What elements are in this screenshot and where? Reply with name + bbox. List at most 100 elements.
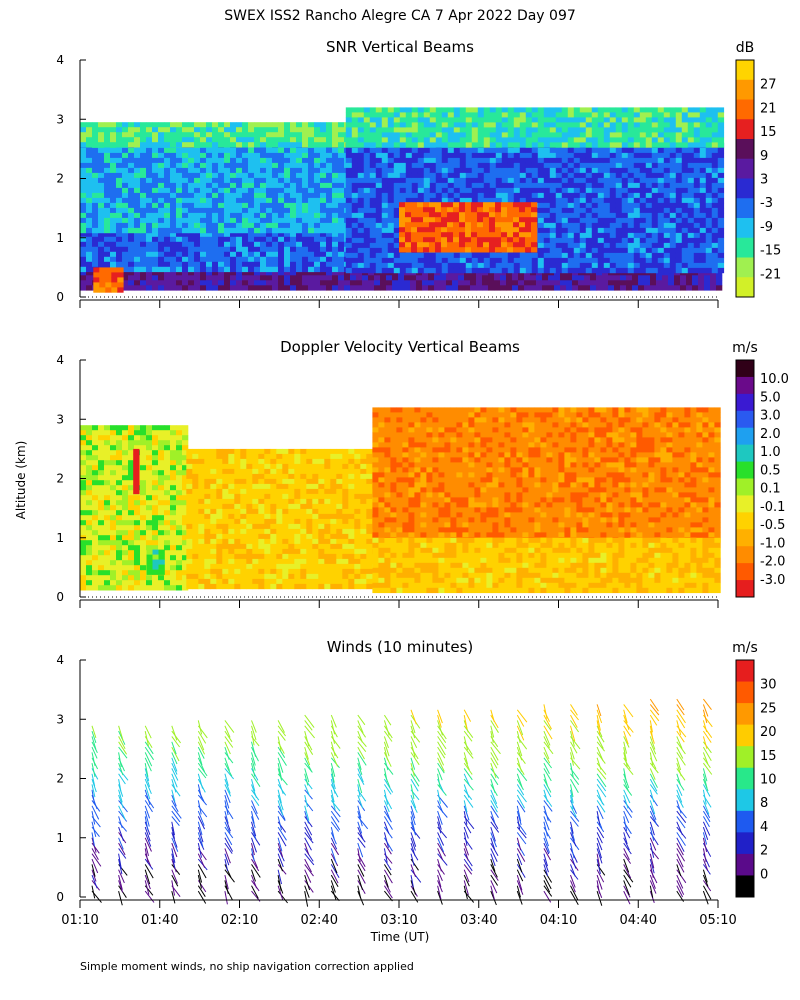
heatmap-cell bbox=[495, 217, 502, 223]
heatmap-cell bbox=[459, 242, 466, 248]
heatmap-cell bbox=[621, 232, 629, 239]
heatmap-cell bbox=[675, 117, 683, 123]
heatmap-cell bbox=[110, 495, 117, 501]
heatmap-cell bbox=[152, 251, 159, 258]
heatmap-cell bbox=[182, 182, 189, 189]
heatmap-cell bbox=[176, 495, 183, 501]
heatmap-cell bbox=[375, 197, 383, 204]
heatmap-cell bbox=[519, 227, 526, 233]
heatmap-cell bbox=[608, 275, 615, 281]
heatmap-cell bbox=[242, 227, 249, 234]
heatmap-cell bbox=[447, 197, 455, 204]
heatmap-cell bbox=[314, 127, 321, 133]
heatmap-cell bbox=[536, 285, 543, 291]
heatmap-cell bbox=[192, 523, 199, 530]
heatmap-cell bbox=[146, 167, 153, 174]
heatmap-cell bbox=[471, 177, 479, 184]
heatmap-cell bbox=[242, 222, 249, 229]
heatmap-cell bbox=[134, 495, 141, 501]
heatmap-cell bbox=[417, 122, 425, 128]
heatmap-cell bbox=[453, 187, 461, 194]
heatmap-cell bbox=[116, 261, 123, 268]
heatmap-cell bbox=[182, 197, 189, 204]
heatmap-cell bbox=[98, 505, 105, 511]
heatmap-cell bbox=[152, 470, 159, 476]
heatmap-cell bbox=[98, 500, 105, 506]
heatmap-cell bbox=[441, 122, 449, 128]
heatmap-cell bbox=[182, 485, 189, 491]
heatmap-cell bbox=[218, 162, 225, 169]
heatmap-cell bbox=[567, 257, 575, 264]
heatmap-cell bbox=[116, 202, 123, 209]
heatmap-cell bbox=[176, 202, 183, 209]
heatmap-cell bbox=[116, 530, 123, 536]
heatmap-cell bbox=[182, 212, 189, 219]
heatmap-cell bbox=[705, 172, 713, 179]
heatmap-cell bbox=[128, 187, 135, 194]
heatmap-cell bbox=[693, 152, 701, 159]
heatmap-cell bbox=[92, 515, 99, 521]
heatmap-cell bbox=[200, 182, 207, 189]
heatmap-cell bbox=[453, 262, 461, 269]
heatmap-cell bbox=[381, 242, 389, 249]
heatmap-cell bbox=[194, 142, 201, 148]
heatmap-cell bbox=[698, 285, 705, 291]
heatmap-cell bbox=[192, 488, 199, 495]
heatmap-cell bbox=[236, 231, 243, 238]
heatmap-cell bbox=[182, 540, 189, 546]
heatmap-cell bbox=[122, 465, 129, 471]
heatmap-cell bbox=[176, 510, 183, 516]
heatmap-cell bbox=[284, 217, 291, 224]
heatmap-cell bbox=[639, 257, 647, 264]
heatmap-cell bbox=[525, 192, 533, 199]
heatmap-cell bbox=[687, 172, 695, 179]
heatmap-cell bbox=[513, 182, 521, 189]
heatmap-cell bbox=[332, 197, 339, 204]
heatmap-cell bbox=[393, 257, 401, 264]
heatmap-cell bbox=[423, 187, 431, 194]
heatmap-cell bbox=[152, 197, 159, 204]
heatmap-cell bbox=[314, 192, 321, 199]
heatmap-cell bbox=[627, 262, 635, 269]
heatmap-cell bbox=[128, 470, 135, 476]
heatmap-cell bbox=[110, 202, 117, 209]
heatmap-cell bbox=[675, 262, 683, 269]
heatmap-cell bbox=[669, 242, 677, 249]
heatmap-cell bbox=[711, 122, 719, 128]
heatmap-cell bbox=[110, 520, 117, 526]
heatmap-cell bbox=[441, 157, 449, 164]
heatmap-cell bbox=[651, 217, 659, 224]
heatmap-cell bbox=[477, 217, 484, 223]
heatmap-cell bbox=[158, 495, 165, 501]
heatmap-cell bbox=[657, 202, 665, 209]
heatmap-cell bbox=[387, 147, 395, 154]
heatmap-cell bbox=[198, 548, 205, 555]
heatmap-cell bbox=[204, 503, 211, 510]
heatmap-cell bbox=[399, 252, 407, 259]
heatmap-cell bbox=[489, 202, 496, 208]
heatmap-cell bbox=[435, 257, 443, 264]
heatmap-cell bbox=[164, 555, 171, 561]
heatmap-cell bbox=[192, 473, 199, 480]
heatmap-cell bbox=[651, 242, 659, 249]
heatmap-cell bbox=[122, 212, 129, 219]
heatmap-cell bbox=[440, 285, 447, 291]
heatmap-cell bbox=[645, 157, 653, 164]
heatmap-cell bbox=[272, 275, 279, 281]
heatmap-cell bbox=[471, 137, 479, 143]
heatmap-cell bbox=[681, 202, 689, 209]
heatmap-cell bbox=[116, 256, 123, 263]
heatmap-cell bbox=[140, 505, 147, 511]
heatmap-cell bbox=[423, 267, 431, 274]
heatmap-cell bbox=[212, 236, 219, 243]
heatmap-cell bbox=[429, 127, 437, 133]
heatmap-cell bbox=[548, 275, 555, 281]
heatmap-cell bbox=[80, 515, 87, 521]
heatmap-cell bbox=[417, 257, 425, 264]
heatmap-cell bbox=[399, 267, 407, 274]
heatmap-cell bbox=[537, 257, 545, 264]
heatmap-cell bbox=[555, 152, 563, 159]
heatmap-cell bbox=[675, 257, 683, 264]
heatmap-cell bbox=[345, 247, 353, 254]
